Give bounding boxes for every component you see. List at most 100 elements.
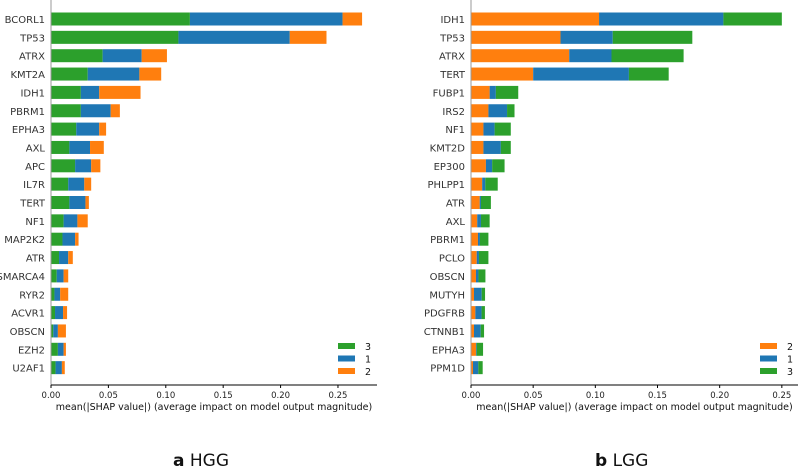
category-label-pdgfrb: PDGFRB bbox=[424, 309, 465, 320]
category-label-mutyh: MUTYH bbox=[429, 290, 465, 301]
bar-tp53-class-1 bbox=[560, 30, 613, 44]
bar-pdgfrb-class-1 bbox=[475, 306, 482, 320]
category-label-epha3: EPHA3 bbox=[432, 345, 465, 356]
category-label-il7r: IL7R bbox=[23, 180, 45, 191]
category-label-ezh2: EZH2 bbox=[18, 345, 45, 356]
category-label-map2k2: MAP2K2 bbox=[4, 235, 45, 246]
category-label-epha3: EPHA3 bbox=[12, 125, 45, 136]
bar-acvr1-class-1 bbox=[55, 306, 64, 320]
category-label-u2af1: U2AF1 bbox=[12, 364, 45, 375]
category-label-smarca4: SMARCA4 bbox=[0, 272, 45, 283]
bar-atr-class-2 bbox=[471, 196, 480, 209]
category-label-phlpp1: PHLPP1 bbox=[427, 180, 465, 191]
category-label-atr: ATR bbox=[446, 199, 465, 210]
legend-label-2: 2 bbox=[365, 367, 371, 378]
bar-pclo-class-3 bbox=[478, 251, 489, 265]
bar-idh1-class-1 bbox=[599, 12, 724, 26]
bar-acvr1-class-2 bbox=[63, 306, 68, 320]
x-tick-label: 0.20 bbox=[271, 391, 290, 401]
bar-axl-class-3 bbox=[51, 140, 70, 154]
bar-pbrm1-class-1 bbox=[477, 232, 480, 246]
bar-map2k2-class-1 bbox=[62, 232, 76, 246]
bar-fubp1-class-1 bbox=[489, 85, 496, 99]
bar-pbrm1-class-3 bbox=[479, 232, 489, 246]
bar-tp53-class-2 bbox=[289, 30, 327, 44]
bar-fubp1-class-2 bbox=[471, 85, 490, 99]
category-label-pclo: PCLO bbox=[439, 254, 465, 265]
category-label-ctnnb1: CTNNB1 bbox=[424, 327, 465, 338]
bar-kmt2d-class-3 bbox=[500, 140, 511, 154]
bar-idh1-class-3 bbox=[723, 12, 782, 26]
bar-obscn-class-2 bbox=[471, 269, 476, 283]
bar-ryr2-class-1 bbox=[54, 287, 61, 301]
bar-atrx-class-2 bbox=[141, 49, 167, 63]
bar-ep300-class-1 bbox=[485, 159, 493, 173]
category-label-obscn: OBSCN bbox=[10, 327, 45, 338]
bar-atr-class-3 bbox=[51, 251, 60, 265]
bar-smarca4-class-2 bbox=[63, 269, 69, 283]
bar-u2af1-class-2 bbox=[61, 361, 65, 375]
bar-irs2-class-1 bbox=[488, 104, 508, 118]
bar-il7r-class-2 bbox=[84, 177, 92, 191]
bar-pbrm1-class-2 bbox=[471, 232, 478, 246]
bar-axl-class-2 bbox=[90, 140, 104, 154]
bar-tert-class-1 bbox=[69, 196, 86, 209]
x-tick-label: 0.15 bbox=[214, 391, 233, 401]
x-tick-label: 0.25 bbox=[772, 391, 791, 401]
legend-swatch-1 bbox=[760, 355, 777, 362]
bar-atr-class-3 bbox=[480, 196, 491, 209]
bar-pdgfrb-class-3 bbox=[481, 306, 485, 320]
bar-atr-class-1 bbox=[479, 196, 481, 209]
bar-u2af1-class-3 bbox=[51, 361, 56, 375]
bar-tert-class-1 bbox=[533, 67, 629, 81]
category-label-fubp1: FUBP1 bbox=[433, 88, 465, 99]
category-label-tert: TERT bbox=[19, 199, 46, 210]
bar-obscn-class-1 bbox=[475, 269, 479, 283]
bar-apc-class-3 bbox=[51, 159, 76, 173]
bar-tp53-class-2 bbox=[471, 30, 561, 44]
x-tick-label: 0.25 bbox=[329, 391, 348, 401]
bar-idh1-class-2 bbox=[471, 12, 600, 26]
bar-ryr2-class-2 bbox=[60, 287, 69, 301]
bar-smarca4-class-1 bbox=[56, 269, 64, 283]
bar-epha3-class-3 bbox=[476, 342, 484, 356]
bar-fubp1-class-3 bbox=[495, 85, 519, 99]
category-label-tp53: TP53 bbox=[19, 33, 45, 44]
category-label-nf1: NF1 bbox=[25, 217, 45, 228]
legend-label-1: 1 bbox=[787, 355, 793, 366]
bar-pbrm1-class-1 bbox=[80, 104, 111, 118]
bar-kmt2a-class-2 bbox=[139, 67, 162, 81]
category-label-ep300: EP300 bbox=[434, 162, 465, 173]
category-label-axl: AXL bbox=[26, 143, 46, 154]
bar-atrx-class-3 bbox=[51, 49, 103, 63]
bar-ctnnb1-class-3 bbox=[480, 324, 485, 338]
legend-swatch-2 bbox=[338, 368, 355, 374]
x-tick-label: 0.10 bbox=[586, 391, 605, 401]
bar-ctnnb1-class-2 bbox=[471, 324, 474, 338]
category-label-atr: ATR bbox=[26, 254, 45, 265]
category-label-atrx: ATRX bbox=[439, 52, 465, 63]
bar-atr-class-1 bbox=[59, 251, 69, 265]
bar-epha3-class-3 bbox=[51, 122, 77, 136]
bar-phlpp1-class-1 bbox=[482, 177, 486, 191]
bar-phlpp1-class-3 bbox=[485, 177, 498, 191]
bar-ryr2-class-3 bbox=[51, 287, 55, 301]
bar-il7r-class-1 bbox=[68, 177, 85, 191]
bar-idh1-class-2 bbox=[99, 85, 141, 99]
category-label-nf1: NF1 bbox=[445, 125, 465, 136]
legend-label-2: 2 bbox=[787, 342, 793, 353]
bar-map2k2-class-2 bbox=[75, 232, 79, 246]
category-label-atrx: ATRX bbox=[19, 52, 45, 63]
x-tick-label: 0.10 bbox=[156, 391, 175, 401]
bar-epha3-class-2 bbox=[471, 342, 476, 356]
bar-bcorl1-class-3 bbox=[51, 12, 190, 26]
category-label-irs2: IRS2 bbox=[442, 107, 465, 118]
legend-swatch-3 bbox=[338, 343, 355, 349]
category-label-bcorl1: BCORL1 bbox=[5, 15, 45, 26]
category-label-ppm1d: PPM1D bbox=[430, 364, 465, 375]
bar-epha3-class-1 bbox=[475, 342, 477, 356]
category-label-tert: TERT bbox=[439, 70, 466, 81]
category-label-kmt2a: KMT2A bbox=[11, 70, 46, 81]
bar-atrx-class-1 bbox=[102, 49, 142, 63]
